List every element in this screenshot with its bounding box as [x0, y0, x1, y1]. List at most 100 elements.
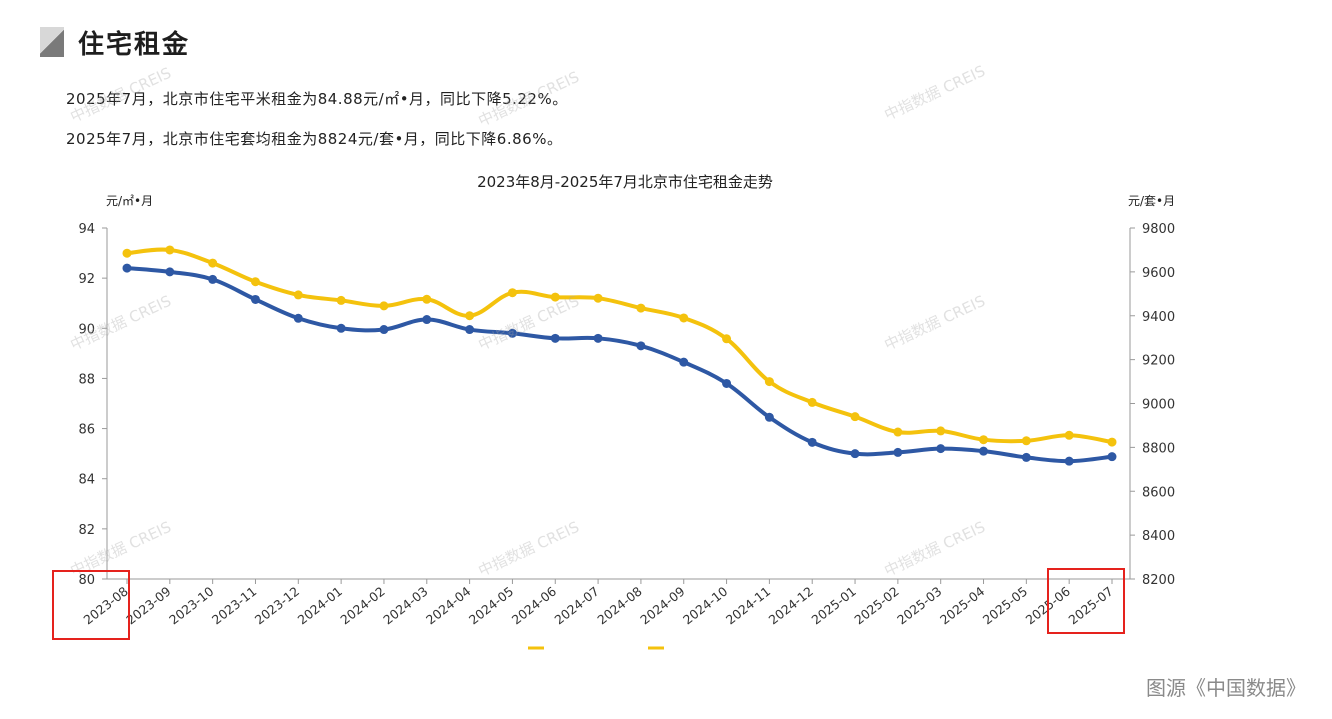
data-point-per-sqm: [936, 444, 946, 454]
data-point-per-sqm: [722, 378, 732, 388]
x-tick-label: 2025-01: [808, 584, 858, 628]
data-point-per-sqm: [679, 357, 689, 367]
y-tick-label-left: 94: [78, 222, 95, 237]
summary-line-1: 2025年7月，北京市住宅平米租金为84.88元/㎡•月，同比下降5.22%。: [66, 90, 568, 108]
highlight-box-end: [1047, 568, 1125, 634]
x-tick-label: 2024-05: [466, 584, 516, 628]
data-point-per-sqm: [807, 437, 817, 447]
data-point-per-unit: [679, 313, 689, 323]
x-tick-label: 2024-07: [552, 584, 602, 628]
data-point-per-sqm: [208, 274, 218, 284]
data-point-per-sqm: [1021, 452, 1031, 462]
data-point-per-sqm: [1064, 456, 1074, 466]
data-point-per-unit: [764, 377, 774, 387]
x-tick-label: 2023-11: [209, 584, 259, 628]
data-point-per-unit: [165, 245, 175, 255]
x-tick-label: 2024-02: [337, 584, 387, 628]
x-tick-label: 2025-02: [851, 584, 901, 628]
y-tick-label-right: 8400: [1142, 529, 1175, 544]
x-tick-label: 2024-08: [594, 584, 644, 628]
y-tick-label-left: 88: [78, 372, 95, 387]
series-line-per-sqm: [125, 266, 1114, 464]
section-title: 住宅租金: [78, 29, 191, 60]
data-point-per-unit: [550, 292, 560, 302]
y-tick-label-left: 86: [78, 423, 95, 438]
data-point-per-unit: [336, 295, 346, 305]
data-point-per-unit: [979, 435, 989, 445]
data-point-per-unit: [507, 288, 517, 298]
y-tick-label-right: 8200: [1142, 573, 1175, 588]
x-tick-label: 2024-10: [680, 584, 730, 628]
data-point-per-unit: [208, 258, 218, 268]
y-tick-label-left: 90: [78, 322, 95, 337]
source-caption: 图源《中国数据》: [1146, 676, 1306, 700]
data-point-per-unit: [250, 277, 260, 287]
y-tick-label-left: 92: [78, 272, 95, 287]
data-point-per-sqm: [507, 328, 517, 338]
data-point-per-unit: [1107, 437, 1117, 447]
y-tick-label-left: 82: [78, 523, 95, 538]
data-point-per-unit: [893, 427, 903, 437]
y-tick-label-right: 8800: [1142, 441, 1175, 456]
data-point-per-unit: [422, 294, 432, 304]
y-tick-label-left: 80: [78, 573, 95, 588]
y-tick-label-left: 84: [78, 473, 95, 488]
data-point-per-sqm: [165, 267, 175, 277]
x-tick-label: 2024-12: [766, 584, 816, 628]
data-point-per-sqm: [293, 313, 303, 323]
chart-title: 2023年8月-2025年7月北京市住宅租金走势: [477, 173, 773, 191]
data-point-per-unit: [636, 303, 646, 313]
data-point-per-sqm: [336, 323, 346, 333]
data-point-per-unit: [379, 301, 389, 311]
y-tick-label-right: 9000: [1142, 398, 1175, 413]
x-tick-label: 2024-04: [423, 584, 473, 628]
data-point-per-sqm: [379, 325, 389, 335]
x-tick-label: 2023-12: [252, 584, 302, 628]
section-marker-icon: [40, 27, 64, 57]
data-point-per-sqm: [850, 449, 860, 459]
data-point-per-sqm: [250, 294, 260, 304]
highlight-box-start: [52, 570, 130, 640]
y-tick-label-right: 9800: [1142, 222, 1175, 237]
y-tick-label-right: 9400: [1142, 310, 1175, 325]
data-point-per-unit: [122, 248, 132, 258]
x-tick-label: 2024-06: [509, 584, 559, 628]
data-point-per-sqm: [422, 315, 432, 325]
data-point-per-sqm: [893, 447, 903, 457]
data-point-per-unit: [293, 290, 303, 300]
data-point-per-unit: [465, 311, 475, 321]
x-tick-label: 2024-03: [380, 584, 430, 628]
data-point-per-unit: [936, 426, 946, 436]
x-tick-label: 2025-05: [980, 584, 1030, 628]
x-tick-label: 2024-01: [295, 584, 345, 628]
data-point-per-sqm: [593, 333, 603, 343]
x-tick-label: 2024-11: [723, 584, 773, 628]
series-line-per-unit: [125, 247, 1114, 445]
x-tick-label: 2023-09: [123, 584, 173, 628]
data-point-per-sqm: [1107, 452, 1117, 462]
data-point-per-sqm: [979, 446, 989, 456]
data-point-per-sqm: [550, 333, 560, 343]
data-point-per-unit: [850, 412, 860, 422]
data-point-per-sqm: [764, 412, 774, 422]
x-tick-label: 2025-04: [937, 584, 987, 628]
data-point-per-unit: [722, 334, 732, 344]
y-tick-label-right: 8600: [1142, 485, 1175, 500]
data-point-per-unit: [1021, 436, 1031, 446]
left-axis-unit: 元/㎡•月: [106, 194, 154, 208]
section-header: 住宅租金: [40, 22, 190, 62]
summary-line-2: 2025年7月，北京市住宅套均租金为8824元/套•月，同比下降6.86%。: [66, 130, 563, 148]
x-tick-label: 2025-03: [894, 584, 944, 628]
data-point-per-sqm: [636, 341, 646, 351]
data-point-per-sqm: [122, 263, 132, 273]
x-tick-label: 2023-10: [166, 584, 216, 628]
data-point-per-unit: [807, 397, 817, 407]
y-tick-label-right: 9200: [1142, 354, 1175, 369]
x-tick-label: 2024-09: [637, 584, 687, 628]
data-point-per-unit: [593, 293, 603, 303]
data-point-per-unit: [1064, 430, 1074, 440]
data-point-per-sqm: [465, 325, 475, 335]
right-axis-unit: 元/套•月: [1128, 194, 1176, 208]
y-tick-label-right: 9600: [1142, 266, 1175, 281]
